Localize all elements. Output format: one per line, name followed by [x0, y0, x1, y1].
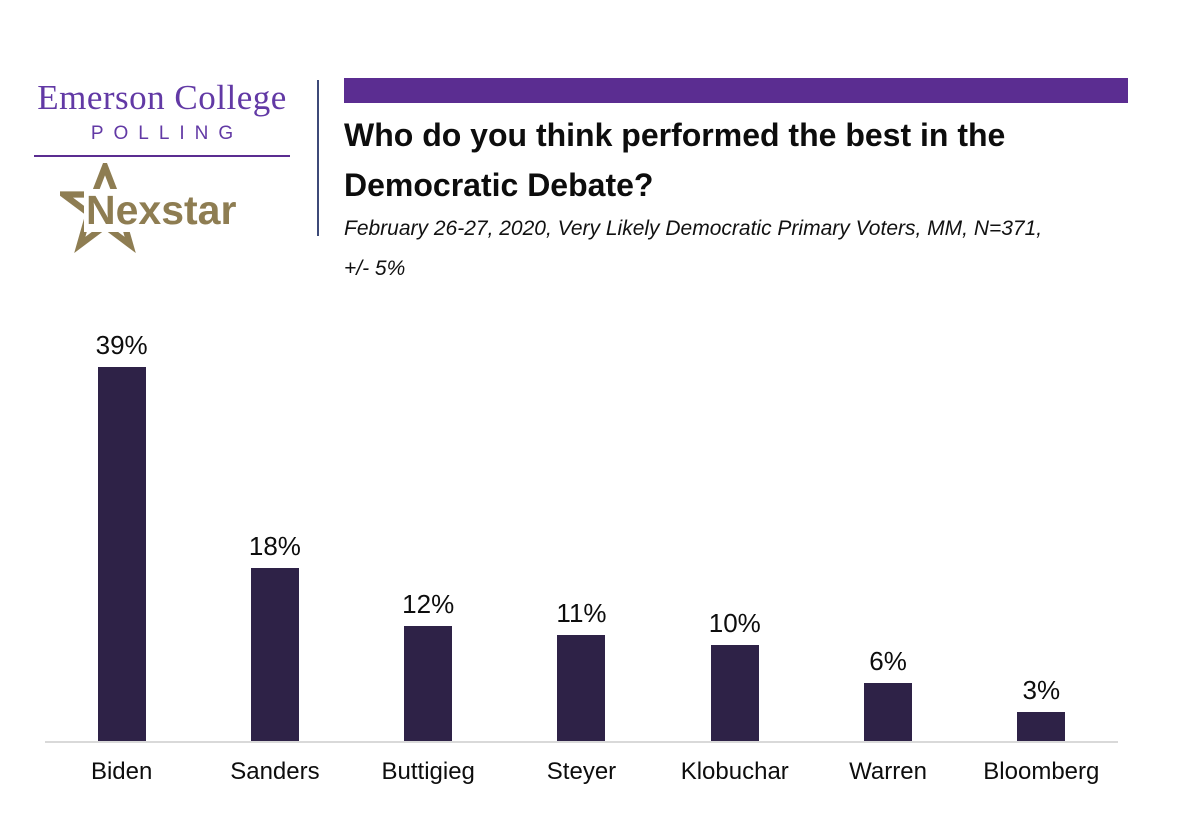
bar-biden — [97, 367, 146, 741]
chart-subtitle: February 26-27, 2020, Very Likely Democr… — [344, 217, 1128, 281]
chart-title-line1: Who do you think performed the best in t… — [344, 117, 1006, 153]
bar-klobuchar — [710, 645, 759, 741]
emerson-polling-label: POLLING — [90, 123, 244, 144]
x-axis-label-biden: Biden — [90, 758, 153, 785]
chart-subtitle-line2: +/- 5% — [344, 257, 406, 280]
bar-column-buttigieg: 12% — [352, 590, 505, 741]
x-axis-label-steyer: Steyer — [546, 758, 617, 785]
emerson-college-wordmark: Emerson College — [37, 78, 287, 117]
x-axis-label-buttigieg: Buttigieg — [381, 758, 475, 785]
bar-column-biden: 39% — [45, 331, 198, 741]
bar-chart: 39% 18% 12% 11% 10% 6% 3% — [45, 305, 1118, 743]
bar-value-label: 6% — [869, 646, 907, 677]
bar-value-label: 39% — [95, 330, 148, 361]
chart-title-line2: Democratic Debate? — [344, 167, 654, 203]
bar-steyer — [557, 635, 606, 741]
bar-column-steyer: 11% — [505, 599, 658, 741]
bar-buttigieg — [404, 626, 453, 741]
title-accent-bar — [344, 78, 1128, 103]
bar-sanders — [250, 568, 299, 741]
chart-title: Who do you think performed the best in t… — [344, 110, 1128, 210]
bar-column-bloomberg: 3% — [965, 676, 1118, 741]
x-axis-label-klobuchar: Klobuchar — [680, 758, 789, 785]
x-axis-label-sanders: Sanders — [230, 758, 320, 785]
chart-subtitle-line1: February 26-27, 2020, Very Likely Democr… — [344, 217, 1043, 240]
header: Who do you think performed the best in t… — [344, 78, 1128, 281]
x-axis-label-warren: Warren — [849, 758, 927, 785]
emerson-nexstar-logo: Emerson College POLLING Nexstar — [18, 80, 306, 253]
nexstar-logo: Nexstar — [18, 161, 306, 253]
bar-value-label: 11% — [556, 598, 607, 629]
bar-column-warren: 6% — [811, 647, 964, 741]
bar-column-sanders: 18% — [198, 532, 351, 741]
nexstar-wordmark: Nexstar — [84, 187, 239, 233]
x-labels-row: Biden Sanders Buttigieg Steyer Klobuchar Warr… — [45, 758, 1118, 786]
header-vertical-divider — [317, 80, 319, 236]
bar-value-label: 12% — [402, 589, 455, 620]
bar-value-label: 10% — [708, 608, 761, 639]
logo-divider-line — [34, 155, 290, 157]
bar-bloomberg — [1017, 712, 1066, 741]
bar-value-label: 3% — [1022, 675, 1061, 706]
bar-column-klobuchar: 10% — [658, 609, 811, 741]
x-axis-label-bloomberg: Bloomberg — [983, 758, 1100, 785]
bar-value-label: 18% — [248, 531, 301, 562]
bar-warren — [864, 683, 913, 741]
